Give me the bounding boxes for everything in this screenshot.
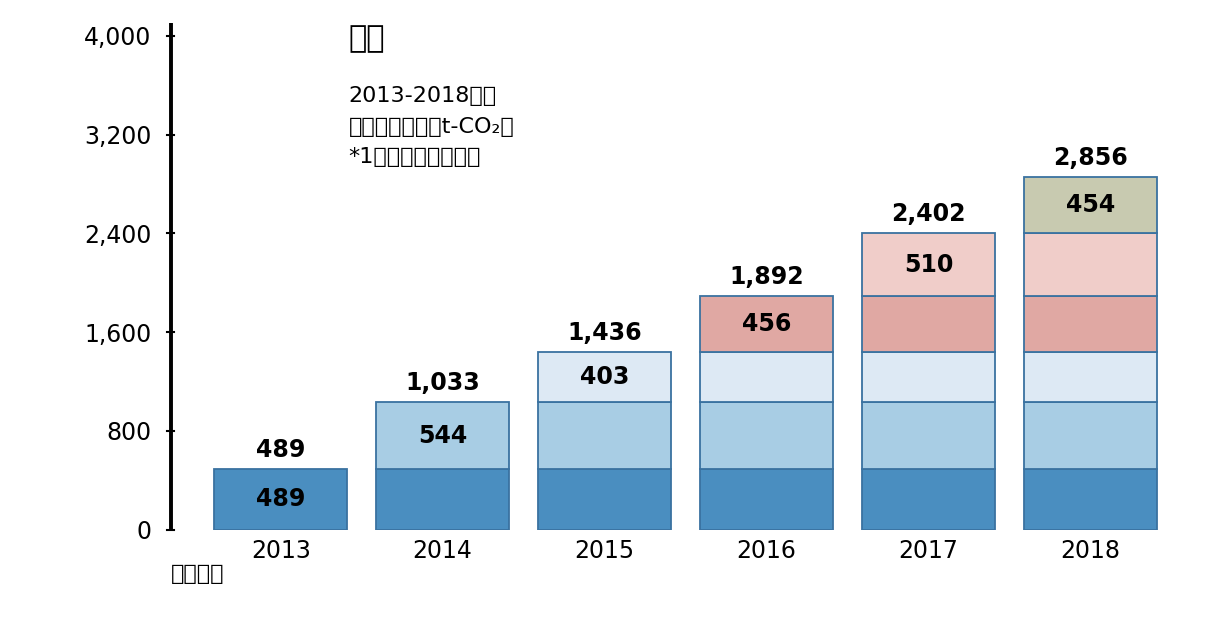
Bar (538, 402, 671, 469)
Bar (863, 296, 995, 352)
Bar (1024, 177, 1157, 233)
Text: 489: 489 (256, 439, 305, 462)
Text: 2,856: 2,856 (1053, 146, 1128, 170)
Text: 454: 454 (1066, 193, 1115, 217)
Text: 403: 403 (580, 365, 629, 389)
Bar (700, 352, 833, 402)
Text: 456: 456 (742, 312, 791, 336)
Bar (538, 352, 671, 402)
Text: 参考: 参考 (349, 24, 385, 53)
Text: 1,033: 1,033 (406, 371, 480, 395)
Bar (214, 469, 347, 529)
Bar (1024, 296, 1157, 352)
Bar (1024, 402, 1157, 469)
Bar (700, 469, 833, 529)
Text: 2,402: 2,402 (892, 202, 966, 226)
Bar (863, 469, 995, 529)
Text: （年度）: （年度） (170, 564, 224, 584)
Text: 489: 489 (256, 487, 305, 511)
Text: 2013-2018年度
累積貢献量（万t-CO₂）
*1年間の貢献量の値: 2013-2018年度 累積貢献量（万t-CO₂） *1年間の貢献量の値 (349, 86, 514, 167)
Bar (700, 296, 833, 352)
Bar (700, 402, 833, 469)
Bar (377, 469, 509, 529)
Bar (863, 352, 995, 402)
Text: 510: 510 (904, 252, 954, 276)
Bar (1024, 233, 1157, 296)
Text: 1,892: 1,892 (729, 265, 804, 289)
Text: 544: 544 (418, 424, 468, 447)
Text: 1,436: 1,436 (567, 321, 642, 346)
Bar (538, 469, 671, 529)
Bar (1024, 352, 1157, 402)
Bar (863, 233, 995, 296)
Bar (377, 402, 509, 469)
Bar (863, 402, 995, 469)
Bar (1024, 469, 1157, 529)
